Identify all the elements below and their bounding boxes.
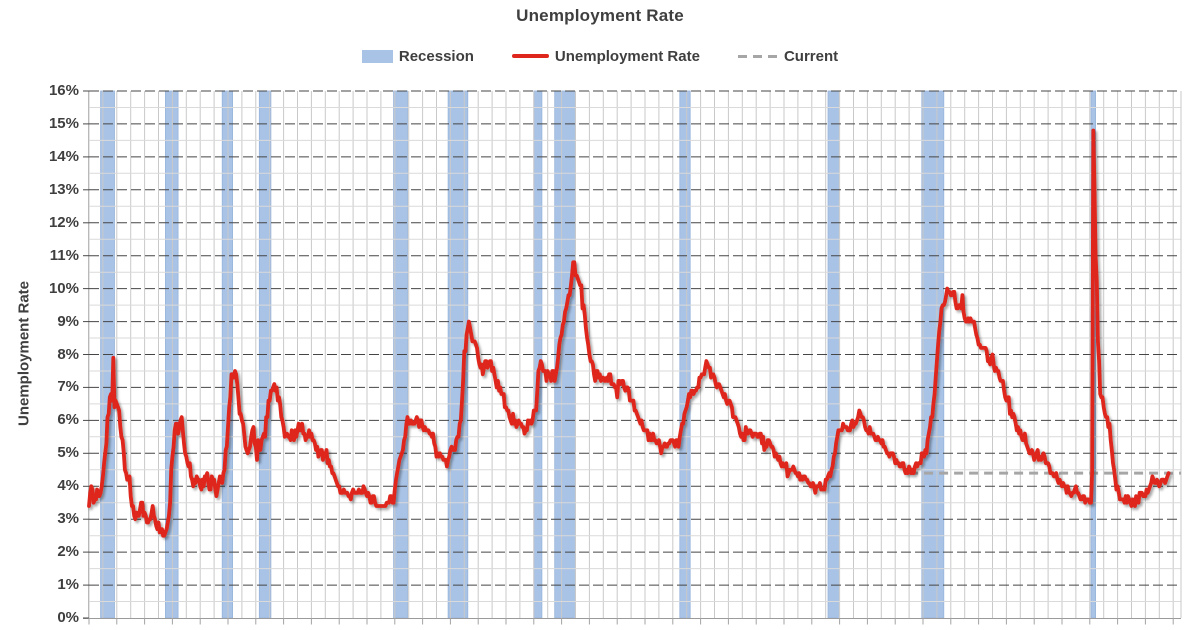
y-tick-label: 11% <box>49 246 79 264</box>
y-tick-label: 5% <box>57 444 79 462</box>
y-tick-label: 4% <box>57 477 79 495</box>
unemployment-rate-line <box>87 128 1171 538</box>
y-tick-label: 0% <box>57 609 79 626</box>
y-tick-label: 9% <box>57 312 79 330</box>
y-tick-label: 3% <box>57 510 79 528</box>
legend-label-unemployment-rate: Unemployment Rate <box>554 47 700 65</box>
dashed-line-swatch-icon <box>737 54 778 58</box>
y-tick-label: 1% <box>57 576 79 594</box>
y-tick-label: 15% <box>48 114 79 132</box>
legend-label-recession: Recession <box>398 47 474 65</box>
y-tick-label: 13% <box>48 180 79 198</box>
y-tick-label: 12% <box>48 213 79 231</box>
chart-title: Unemployment Rate <box>516 6 684 25</box>
recession-band-swatch-icon <box>361 49 393 63</box>
legend-item-unemployment-rate: Unemployment Rate <box>511 47 700 65</box>
y-tick-label: 10% <box>48 279 79 297</box>
legend-label-current: Current <box>783 47 839 65</box>
y-tick-label: 7% <box>57 378 79 396</box>
y-tick-label: 2% <box>57 543 79 561</box>
line-series-swatch-icon <box>511 54 549 58</box>
legend-item-current: Current <box>737 47 839 65</box>
y-tick-label: 16% <box>48 82 79 99</box>
chart-legend: Recession Unemployment Rate Current <box>0 46 1200 66</box>
y-tick-label: 8% <box>57 345 79 363</box>
legend-item-recession: Recession <box>361 47 474 65</box>
y-tick-label: 6% <box>57 411 79 429</box>
y-tick-label: 14% <box>48 147 79 165</box>
